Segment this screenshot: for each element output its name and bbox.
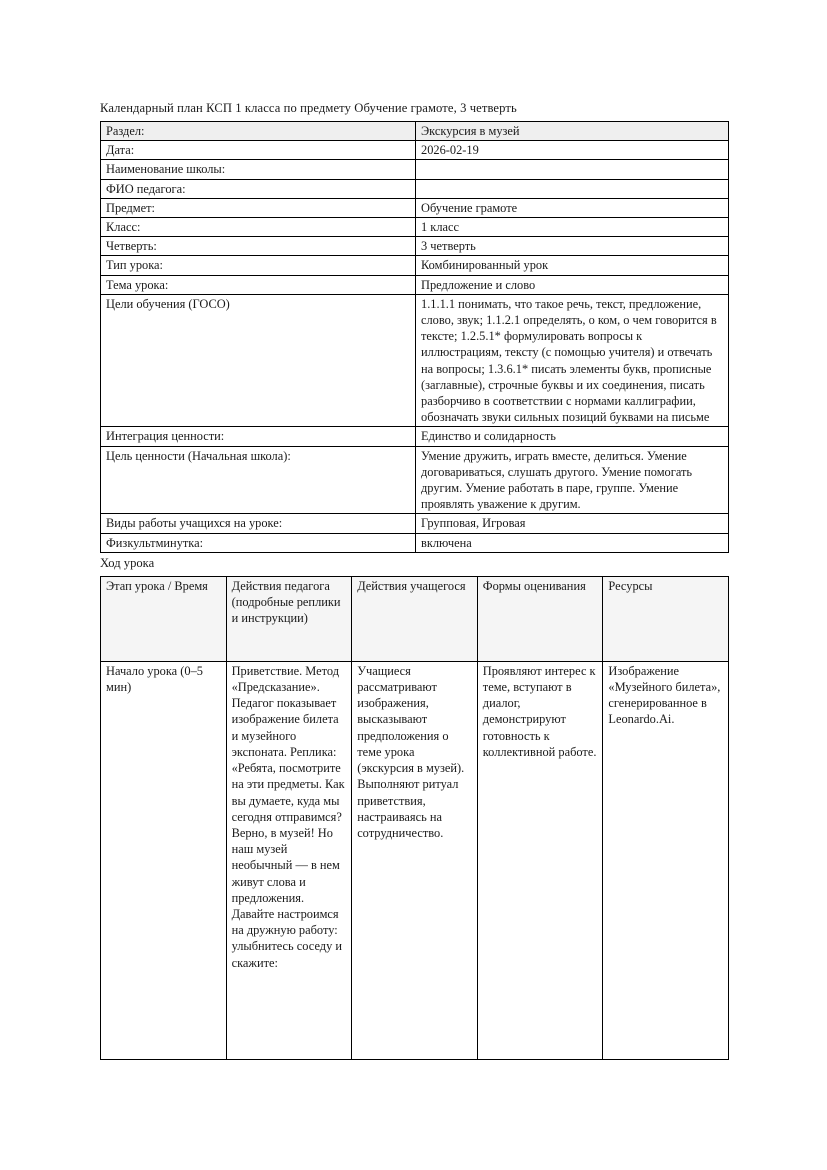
student-actions-cell: Учащиеся рассматривают изображения, выск… [351, 660, 478, 1060]
info-label-cell: Цели обучения (ГОСО) [100, 293, 416, 428]
lesson-flow-body: Начало урока (0–5 мин) Приветствие. Метод… [100, 660, 729, 1060]
info-label-cell: Класс: [100, 217, 416, 238]
column-header: Ресурсы [602, 575, 729, 662]
info-value-cell [415, 159, 729, 180]
page-title: Календарный план КСП 1 класса по предмет… [100, 101, 517, 115]
info-label-cell: Раздел: [100, 120, 416, 142]
table-row: Четверть: 3 четверть [100, 236, 729, 257]
table-row: Тема урока: Предложение и слово [100, 274, 729, 295]
info-value-cell: Групповая, Игровая [415, 513, 729, 534]
info-value-cell [415, 178, 729, 199]
info-value-cell: Комбинированный урок [415, 255, 729, 276]
column-header: Действия учащегося [351, 575, 478, 662]
info-label-cell: ФИО педагога: [100, 178, 416, 199]
table-row: Дата: 2026-02-19 [100, 140, 729, 161]
table-row: Класс: 1 класс [100, 217, 729, 238]
info-value-cell: 1.1.1.1 понимать, что такое речь, текст,… [415, 293, 729, 428]
table-row: Цель ценности (Начальная школа): Умение д… [100, 445, 729, 515]
info-label-cell: Физкультминутка: [100, 532, 416, 553]
table-row: Начало урока (0–5 мин) Приветствие. Метод… [100, 660, 729, 1060]
info-value-cell: Обучение грамоте [415, 197, 729, 219]
table-row: Раздел: Экскурсия в музей [100, 120, 729, 142]
info-value-cell: Экскурсия в музей [415, 120, 729, 142]
info-value-cell: Единство и солидарность [415, 426, 729, 447]
info-value-cell: 1 класс [415, 217, 729, 238]
teacher-actions-cell: Приветствие. Метод «Предсказание». Педаг… [225, 660, 353, 1060]
stage-cell: Начало урока (0–5 мин) [100, 660, 227, 1060]
lesson-flow-table: Этап урока / Время Действия педагога (под… [100, 575, 729, 1060]
column-header: Действия педагога (подробные реплики и и… [225, 575, 353, 662]
info-value-cell: 3 четверть [415, 236, 729, 257]
column-header: Этап урока / Время [100, 575, 227, 662]
table-row: Цели обучения (ГОСО) 1.1.1.1 понимать, чт… [100, 293, 729, 428]
info-label-cell: Наименование школы: [100, 159, 416, 180]
info-value-cell: включена [415, 532, 729, 553]
table-row: Интеграция ценности: Единство и солидарно… [100, 426, 729, 447]
info-label-cell: Предмет: [100, 197, 416, 219]
info-label-cell: Цель ценности (Начальная школа): [100, 445, 416, 515]
assessment-cell: Проявляют интерес к теме, вступают в диа… [476, 660, 604, 1060]
info-label-cell: Интеграция ценности: [100, 426, 416, 447]
info-value-cell: 2026-02-19 [415, 140, 729, 161]
info-value-cell: Умение дружить, играть вместе, делиться.… [415, 445, 729, 515]
info-value-cell: Предложение и слово [415, 274, 729, 295]
info-label-cell: Четверть: [100, 236, 416, 257]
table-row: Виды работы учащихся на уроке: Групповая,… [100, 513, 729, 534]
info-label-cell: Дата: [100, 140, 416, 161]
table-row: Физкультминутка: включена [100, 532, 729, 553]
table-header-row: Этап урока / Время Действия педагога (под… [100, 575, 729, 662]
lesson-info-body: Раздел: Экскурсия в музей Дата: 2026-02-19 Н… [100, 120, 729, 553]
resources-cell: Изображение «Музейного билета», сгенерир… [602, 660, 729, 1060]
table-row: ФИО педагога: [100, 178, 729, 199]
table-row: Тип урока: Комбинированный урок [100, 255, 729, 276]
lesson-flow-header: Этап урока / Время Действия педагога (под… [100, 575, 729, 662]
table-row: Наименование школы: [100, 159, 729, 180]
lesson-flow-caption: Ход урока [100, 555, 155, 570]
info-label-cell: Тип урока: [100, 255, 416, 276]
info-label-cell: Виды работы учащихся на уроке: [100, 513, 416, 534]
info-label-cell: Тема урока: [100, 274, 416, 295]
column-header: Формы оценивания [476, 575, 604, 662]
lesson-info-table: Раздел: Экскурсия в музей Дата: 2026-02-19 Н… [100, 120, 729, 553]
table-row: Предмет: Обучение грамоте [100, 197, 729, 219]
